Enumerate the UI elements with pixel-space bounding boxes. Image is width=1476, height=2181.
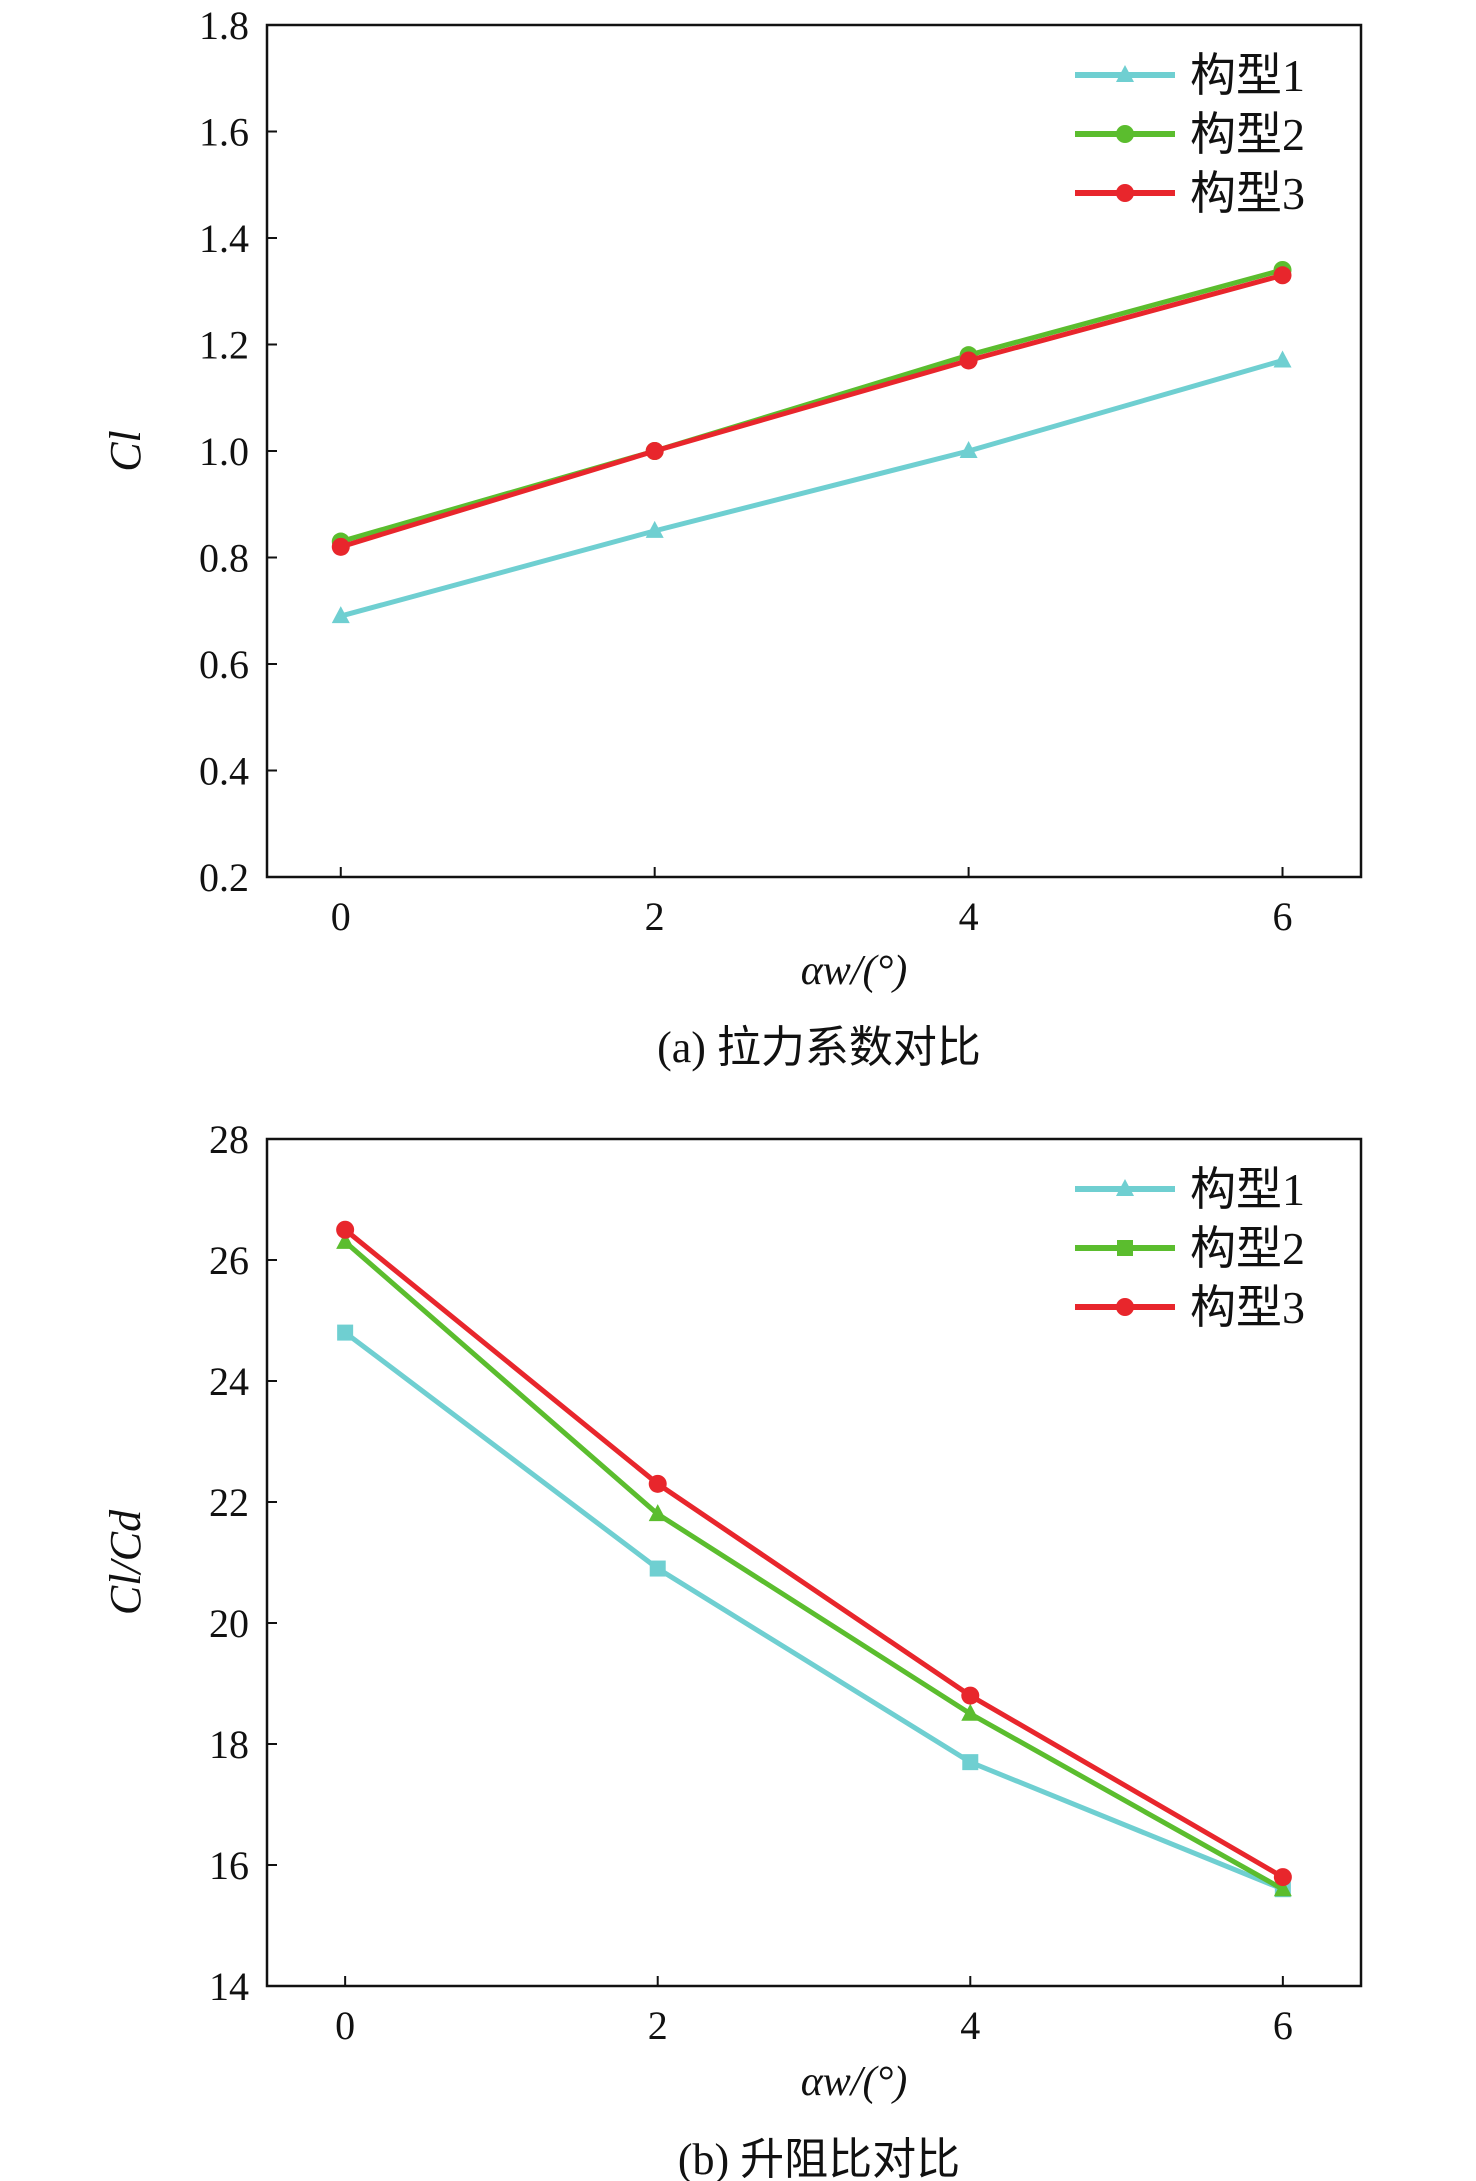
y-axis-label: Cl [101,430,150,472]
data-point [336,1231,355,1249]
x-tick-label: 4 [960,2003,980,2048]
data-point [1273,1868,1292,1887]
series-3: 构型3 [336,1220,1305,1887]
x-axis-label: αw/(°) [801,948,908,994]
legend-label: 构型1 [1190,1164,1305,1215]
chart-a: 0.2 0.4 0.6 0.8 1.0 1.2 1.4 1.6 1.8 0 2 4 6 αw/(°) Cl (… [101,3,1363,1072]
y-tick-label: 1.4 [199,216,249,261]
x-tick-label: 0 [331,894,351,939]
legend-label: 构型2 [1190,1223,1305,1274]
data-point [645,520,664,538]
y-tick-label: 0.6 [199,642,249,687]
y-tick-label: 26 [209,1238,249,1283]
series-1: 构型1 [337,1164,1305,1898]
figure-caption: (a) 拉力系数对比 [657,1023,981,1072]
data-point [959,441,978,458]
data-point [645,442,664,460]
plot-frame [265,1137,1363,1988]
y-tick-label: 1.6 [199,110,249,155]
data-point [1273,266,1292,285]
series-line [340,272,1284,550]
series-1: 构型1 [331,50,1305,624]
series-2: 构型2 [336,1223,1305,1897]
series-line [343,1227,1285,1880]
y-tick-label: 16 [209,1843,249,1888]
data-point [961,1703,980,1721]
y-tick-label: 24 [209,1359,249,1404]
data-point [331,606,350,624]
data-point [962,1754,979,1771]
data-point [1273,1879,1292,1897]
legend-marker [1116,1179,1134,1196]
data-point [649,1560,666,1577]
y-tick-label: 20 [209,1601,249,1646]
legend-label: 构型1 [1190,50,1305,101]
legend-marker [1116,65,1134,82]
y-tick-label: 0.8 [199,536,249,581]
x-tick-label: 4 [959,894,979,939]
y-tick-label: 0.4 [199,749,249,794]
y-tick-label: 28 [209,1117,249,1162]
x-tick-label: 2 [645,894,665,939]
x-axis-label: αw/(°) [801,2059,908,2105]
x-tick-label: 6 [1273,2003,1293,2048]
x-tick-label: 6 [1273,894,1293,939]
y-tick-label: 1.0 [199,429,249,474]
figure-caption: (b) 升阻比对比 [678,2135,960,2181]
data-point [648,1474,667,1493]
x-tick-label: 2 [648,2003,668,2048]
series-line [340,267,1284,544]
series-2: 构型2 [331,109,1305,551]
y-axis-label: Cl/Cd [101,1509,150,1615]
y-tick-label: 1.2 [199,323,249,368]
data-point [331,537,350,556]
legend-marker [1116,125,1134,143]
data-point [1273,350,1292,368]
y-tick-label: 14 [209,1964,249,2009]
data-point [336,1220,355,1239]
legend-label: 构型2 [1190,109,1305,160]
series-line [340,358,1284,619]
legend-marker [1116,184,1134,202]
series-line [343,1330,1284,1892]
y-tick-label: 22 [209,1480,249,1525]
data-point [961,1686,980,1705]
legend-label: 构型3 [1190,1282,1305,1333]
y-tick-label: 1.8 [199,3,249,48]
legend-marker [1117,1240,1133,1256]
series-3: 构型3 [331,168,1305,556]
legend-marker [1116,1298,1134,1316]
y-tick-label: 0.2 [199,855,249,900]
y-tick-label: 18 [209,1722,249,1767]
series-line [343,1239,1285,1892]
data-point [959,351,978,370]
data-point [648,1504,667,1522]
x-tick-label: 0 [335,2003,355,2048]
data-point [337,1324,354,1341]
legend-label: 构型3 [1190,168,1305,219]
